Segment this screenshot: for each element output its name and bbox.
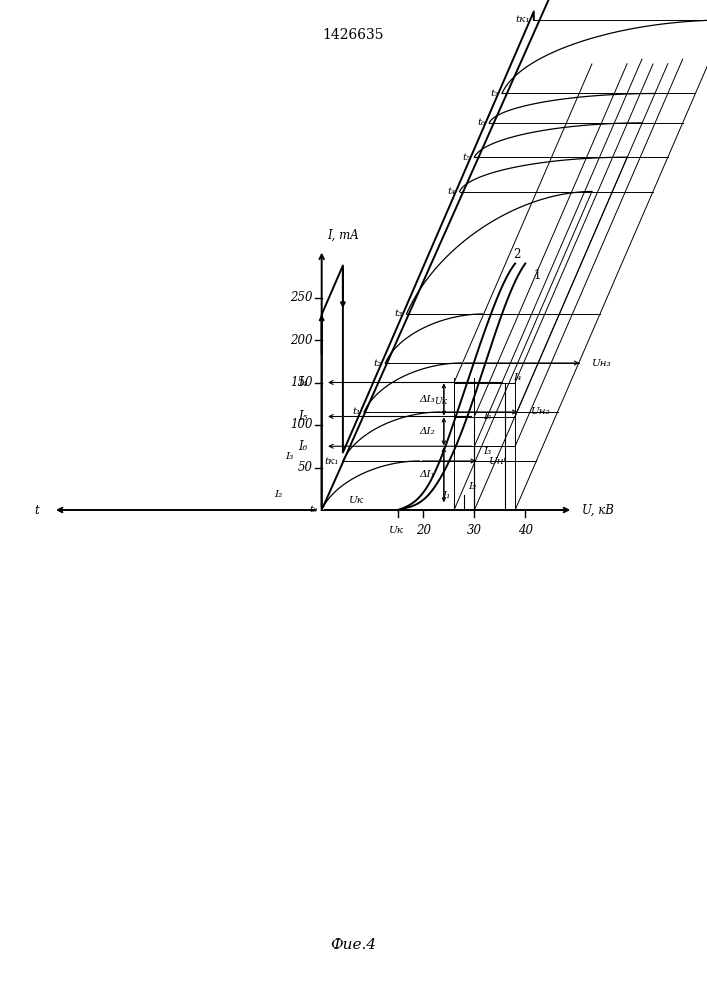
Text: 200: 200 [290, 334, 312, 347]
Text: 40: 40 [518, 524, 533, 537]
Text: I₃: I₃ [483, 447, 491, 456]
Text: I₃: I₃ [285, 452, 293, 461]
Text: I₄: I₄ [513, 373, 522, 382]
Text: 250: 250 [290, 291, 312, 304]
Text: 1426635: 1426635 [323, 28, 384, 42]
Text: I, mA: I, mA [327, 229, 359, 242]
Text: 100: 100 [290, 418, 312, 432]
Text: t₅: t₅ [462, 153, 471, 162]
Text: Uк: Uк [388, 526, 404, 535]
Text: I₂: I₂ [468, 482, 476, 491]
Text: ΔI₁: ΔI₁ [419, 470, 436, 479]
Text: t₁: t₁ [352, 408, 361, 416]
Text: Фие.4: Фие.4 [330, 938, 377, 952]
Text: ΔI₃: ΔI₃ [419, 395, 436, 404]
Text: 150: 150 [290, 376, 312, 389]
Text: I₄: I₄ [298, 376, 308, 389]
Text: 1: 1 [534, 269, 541, 282]
Text: I₅: I₅ [483, 412, 491, 421]
Text: Uнⁱ: Uнⁱ [488, 456, 506, 466]
Text: t₄: t₄ [448, 187, 456, 196]
Text: Uк: Uк [435, 397, 448, 406]
Text: I₁: I₁ [443, 491, 450, 500]
Text: tк₁: tк₁ [515, 15, 530, 24]
Text: U, кВ: U, кВ [582, 504, 614, 516]
Text: I₂: I₂ [274, 490, 283, 499]
Text: 30: 30 [467, 524, 482, 537]
Text: I₆: I₆ [298, 440, 308, 453]
Text: Uк: Uк [349, 496, 363, 505]
Text: t₃: t₃ [395, 310, 403, 318]
Text: t₇: t₇ [490, 89, 498, 98]
Text: I₅: I₅ [298, 410, 308, 423]
Text: ΔI₂: ΔI₂ [419, 427, 436, 436]
Text: t₀: t₀ [310, 506, 318, 514]
Text: 20: 20 [416, 524, 431, 537]
Text: t₂: t₂ [373, 359, 382, 367]
Text: 2: 2 [513, 248, 520, 261]
Text: 50: 50 [298, 461, 312, 474]
Text: t: t [34, 504, 39, 516]
Text: t₆: t₆ [477, 118, 486, 127]
Text: tк₁: tк₁ [325, 456, 339, 466]
Text: Uн₃: Uн₃ [592, 359, 612, 367]
Text: Uн₂: Uн₂ [530, 408, 549, 416]
